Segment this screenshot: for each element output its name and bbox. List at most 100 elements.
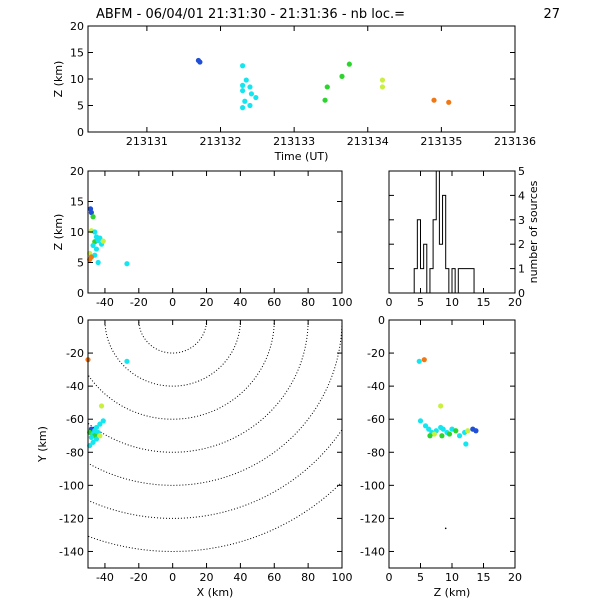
- data-point: [197, 59, 203, 65]
- y-tick-label: 20: [70, 20, 84, 33]
- data-point: [95, 259, 101, 266]
- data-point: [242, 98, 248, 104]
- range-ring: [88, 428, 342, 519]
- plot-frame: [388, 319, 516, 569]
- y-tick-label: 5: [77, 257, 84, 270]
- y-tick-label: 10: [70, 73, 84, 86]
- x-tick-label: 213133: [273, 135, 315, 148]
- x-tick-label: 5: [417, 296, 424, 309]
- y-axis-title: Z (km): [52, 61, 65, 98]
- x-tick-label: 100: [332, 571, 353, 584]
- data-point: [421, 357, 427, 363]
- data-point: [97, 421, 103, 427]
- data-point: [98, 403, 105, 409]
- x-tick-label: 20: [200, 296, 214, 309]
- data-point: [93, 246, 100, 252]
- x-tick-label: 60: [267, 571, 281, 584]
- x-tick-label: 0: [386, 571, 393, 584]
- plot-frame: [87, 319, 343, 569]
- data-point: [240, 105, 246, 111]
- x-tick-label: 60: [267, 296, 281, 309]
- data-point: [440, 426, 446, 432]
- data-point: [463, 441, 469, 447]
- x-axis-title: Z (km): [434, 586, 471, 599]
- data-point: [453, 428, 459, 434]
- x-tick-label: 0: [169, 571, 176, 584]
- x-tick-label: 80: [301, 296, 315, 309]
- x-tick-label: -20: [130, 296, 148, 309]
- y-tick-label: 2: [518, 238, 525, 251]
- x-tick-label: 20: [508, 296, 522, 309]
- y-tick-label: 15: [70, 196, 84, 209]
- data-point: [243, 77, 249, 83]
- plot-frame: [87, 170, 343, 294]
- x-tick-label: 20: [508, 571, 522, 584]
- y-tick-label: -120: [360, 512, 385, 525]
- data-point: [431, 431, 437, 437]
- x-tick-label: 20: [200, 571, 214, 584]
- y-tick-label: 0: [77, 287, 84, 300]
- data-point: [456, 433, 463, 439]
- data-point: [422, 423, 429, 429]
- y-axis-title: Z (km): [52, 214, 65, 251]
- data-point: [124, 358, 130, 364]
- x-tick-label: 10: [445, 296, 459, 309]
- x-tick-label: 213132: [200, 135, 242, 148]
- data-point: [426, 426, 432, 432]
- panel-x_y_map: -40 -20 0 20 40 60 80 100 -140 -120 -100 -80 -60 -40 -…: [36, 314, 353, 599]
- data-point: [90, 439, 96, 445]
- figure-title: ABFM - 06/04/01 21:31:30 - 21:31:36 - nb…: [96, 7, 405, 22]
- y-tick-label: 0: [77, 314, 84, 327]
- y-tick-label: 5: [77, 100, 84, 113]
- y-tick-label: 5: [518, 165, 525, 178]
- y-tick-label: -140: [360, 545, 385, 558]
- data-point: [240, 88, 246, 94]
- data-point: [446, 99, 452, 105]
- y-tick-label: 3: [518, 214, 525, 227]
- y-tick-label: -100: [360, 479, 385, 492]
- y-axis-title: Y (km): [36, 426, 49, 463]
- y-tick-label: 0: [378, 314, 385, 327]
- y-tick-label: -80: [66, 446, 84, 459]
- y-tick-label: 0: [77, 126, 84, 139]
- panel-x_height: -40 -20 0 20 40 60 80 100 0 5 10 15 20 Z (km): [52, 165, 353, 309]
- x-tick-label: 213134: [347, 135, 389, 148]
- data-point: [444, 527, 447, 530]
- data-point: [439, 433, 445, 439]
- data-point: [247, 84, 253, 90]
- y-tick-label: -120: [59, 512, 84, 525]
- x-tick-label: 213135: [420, 135, 462, 148]
- data-point: [253, 94, 259, 101]
- data-point: [431, 97, 437, 103]
- data-point: [416, 358, 422, 364]
- panel-time_height: 213131 213132 213133 213134 213135 213136 0 5 10…: [52, 20, 536, 163]
- y-tick-label: -60: [367, 413, 385, 426]
- y-tick-label: 20: [70, 165, 84, 178]
- data-point: [100, 238, 106, 244]
- x-tick-label: 10: [445, 571, 459, 584]
- y-tick-label: 10: [70, 226, 84, 239]
- histogram-bar: [439, 244, 442, 293]
- y-tick-label: 0: [518, 287, 525, 300]
- data-point: [100, 418, 106, 424]
- data-point: [90, 214, 96, 220]
- y-tick-label: -40: [66, 380, 84, 393]
- data-point: [88, 434, 94, 440]
- x-tick-label: -40: [96, 296, 114, 309]
- y-axis-title: number of sources: [527, 180, 540, 283]
- x-tick-label: 15: [477, 296, 491, 309]
- data-point: [240, 82, 246, 88]
- y-tick-label: 1: [518, 263, 525, 276]
- x-tick-label: -20: [130, 571, 148, 584]
- x-tick-label: 100: [332, 296, 353, 309]
- y-tick-label: -40: [367, 380, 385, 393]
- x-tick-label: -40: [96, 571, 114, 584]
- data-point: [93, 436, 100, 442]
- data-point: [446, 431, 453, 437]
- data-point: [427, 433, 433, 439]
- x-tick-label: 0: [386, 296, 393, 309]
- histogram-step-line: [389, 170, 515, 294]
- data-point: [322, 97, 328, 103]
- y-tick-label: -20: [367, 347, 385, 360]
